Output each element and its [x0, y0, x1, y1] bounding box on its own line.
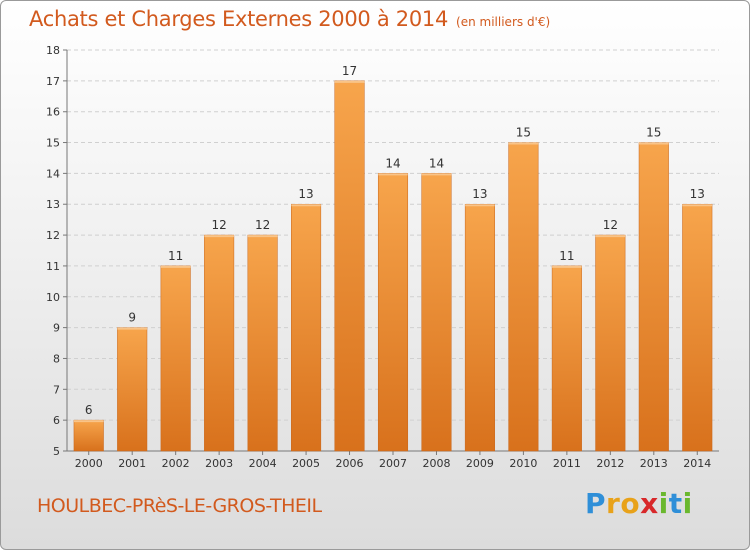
- bar: [421, 173, 452, 452]
- logo-letter: i: [658, 487, 669, 520]
- x-tick-label: 2002: [162, 457, 190, 470]
- x-tick-label: 2006: [336, 457, 364, 470]
- bar: [377, 173, 409, 452]
- chart-title-text: Achats et Charges Externes 2000 à 2014: [29, 7, 449, 31]
- value-label: 11: [168, 249, 183, 263]
- x-tick-label: 2011: [553, 457, 581, 470]
- bar: [247, 234, 278, 452]
- x-tick-label: 2005: [292, 457, 320, 470]
- value-label: 12: [255, 218, 270, 232]
- value-label: 13: [690, 187, 705, 201]
- y-tick-label: 8: [53, 352, 60, 365]
- x-tick-label: 2009: [466, 457, 494, 470]
- x-tick-label: 2003: [205, 457, 233, 470]
- y-tick-label: 15: [46, 137, 60, 150]
- bar: [117, 327, 148, 452]
- value-label: 12: [603, 218, 618, 232]
- x-tick-labels: 2000 2001 2002 2003 2004 2005 2006 2007 2008 2009…: [75, 457, 712, 470]
- x-tick-label: 2007: [379, 457, 407, 470]
- x-tick-label: 2013: [640, 457, 668, 470]
- x-tick-label: 2004: [249, 457, 277, 470]
- value-label: 6: [85, 403, 93, 417]
- value-label: 13: [472, 187, 487, 201]
- bar: [595, 234, 626, 452]
- bar: [204, 234, 235, 452]
- y-tick-label: 13: [46, 198, 60, 211]
- chart-title: Achats et Charges Externes 2000 à 2014 (e…: [29, 7, 550, 31]
- value-label: 14: [429, 156, 444, 170]
- chart-unit: (en milliers d'€): [456, 15, 551, 29]
- y-tick-label: 7: [53, 383, 60, 396]
- bar: [464, 203, 495, 452]
- y-tick-label: 14: [46, 167, 60, 180]
- bar: [682, 203, 713, 452]
- x-tick-label: 2001: [118, 457, 146, 470]
- x-tick-label: 2010: [509, 457, 537, 470]
- logo-letter: r: [606, 487, 621, 520]
- commune-name: HOULBEC-PRèS-LE-GROS-THEIL: [37, 495, 322, 517]
- x-tick-label: 2014: [683, 457, 711, 470]
- logo-letter: i: [682, 487, 693, 520]
- y-tick-label: 17: [46, 75, 60, 88]
- logo-letter: t: [668, 487, 683, 520]
- value-labels: 6 9 11 12 12 13 17 14 14 13 15 11 12 15 13: [85, 64, 705, 417]
- value-label: 15: [516, 126, 531, 140]
- y-tick-label: 12: [46, 229, 60, 242]
- x-tick-label: 2008: [422, 457, 450, 470]
- value-label: 12: [211, 218, 226, 232]
- y-tick-label: 16: [46, 106, 60, 119]
- y-tick-label: 10: [46, 291, 60, 304]
- bar: [508, 142, 539, 452]
- value-label: 15: [646, 126, 661, 140]
- value-label: 14: [385, 156, 400, 170]
- proxiti-logo: Proxiti: [585, 487, 693, 520]
- y-tick-label: 5: [53, 445, 60, 458]
- bar: [160, 265, 191, 452]
- logo-letter: x: [640, 487, 659, 520]
- y-tick-label: 6: [53, 414, 60, 427]
- value-label: 11: [559, 249, 574, 263]
- y-tick-label: 11: [46, 260, 60, 273]
- bar: [73, 419, 104, 452]
- bar: [638, 142, 669, 452]
- bar: [334, 80, 365, 452]
- y-tick-labels: 5 6 7 8 9 10 11 12 13 14 15 16 17 18: [46, 44, 60, 458]
- value-label: 13: [298, 187, 313, 201]
- y-tick-label: 18: [46, 44, 60, 57]
- bars: [73, 80, 713, 452]
- bar: [551, 265, 582, 452]
- y-tick-label: 9: [53, 322, 60, 335]
- bar: [291, 203, 322, 452]
- value-label: 9: [128, 311, 136, 325]
- x-tick-label: 2012: [596, 457, 624, 470]
- logo-letter: P: [585, 487, 607, 520]
- value-label: 17: [342, 64, 357, 78]
- logo-letter: o: [620, 487, 641, 520]
- x-tick-label: 2000: [75, 457, 103, 470]
